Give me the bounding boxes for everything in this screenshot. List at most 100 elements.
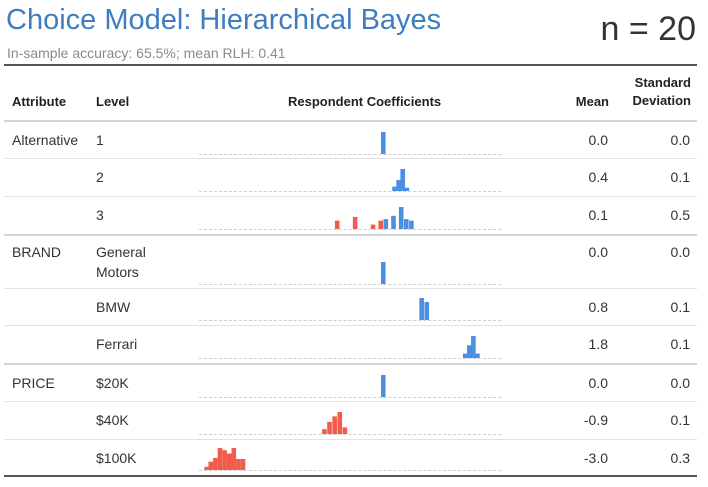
histogram-bar (208, 461, 214, 470)
coefficient-histogram (462, 336, 480, 358)
histogram-bar (392, 186, 397, 191)
attribute-label: PRICE (12, 375, 55, 391)
histogram-bar (424, 301, 430, 320)
histogram-bar (400, 169, 406, 191)
table-row: 2 0.4 0.1 (4, 158, 697, 197)
histogram-bar (475, 353, 480, 358)
histogram-bar (383, 219, 389, 229)
histogram-bar (404, 219, 409, 229)
histogram-baseline (199, 154, 501, 155)
header-mean: Mean (575, 94, 609, 109)
histogram-bar (380, 132, 386, 154)
histogram-bar (380, 262, 386, 284)
level-label: General Motors (96, 244, 146, 280)
histogram-bar (236, 459, 241, 470)
histogram-bar (462, 353, 468, 358)
level-label: $20K (96, 375, 129, 391)
mean-value: 0.0 (588, 244, 608, 260)
top-rule (4, 64, 697, 66)
histogram-bar (337, 412, 343, 434)
coefficient-histogram (380, 262, 386, 284)
histogram-baseline (199, 434, 501, 435)
table-row: Alternative 1 0.0 0.0 (4, 120, 697, 160)
header-coefficients: Respondent Coefficients (288, 94, 442, 109)
histogram-baseline (199, 229, 501, 230)
table-row: Ferrari 1.8 0.1 (4, 325, 697, 364)
coefficient-histogram (334, 207, 414, 229)
level-label: $40K (96, 412, 129, 428)
table-row: 3 0.1 0.5 (4, 196, 697, 235)
sample-size: n = 20 (600, 10, 696, 48)
histogram-bar (213, 457, 218, 470)
mean-value: -0.9 (583, 412, 608, 428)
mean-value: 0.4 (588, 169, 608, 185)
header-attribute: Attribute (12, 94, 67, 109)
coefficient-histogram (380, 132, 386, 154)
histogram-baseline (199, 397, 501, 398)
level-label: 2 (96, 169, 104, 185)
histogram-bar (370, 224, 376, 229)
sd-value: 0.1 (670, 169, 690, 185)
histogram-bar (471, 336, 476, 358)
histogram-bar (398, 207, 404, 229)
histogram-bar (226, 453, 232, 470)
histogram-bar (217, 448, 223, 470)
level-label: Ferrari (96, 336, 138, 352)
sd-value: 0.1 (670, 412, 690, 428)
histogram-bar (378, 220, 384, 229)
level-label: 3 (96, 207, 104, 223)
histogram-baseline (199, 358, 501, 359)
coefficient-histogram (392, 169, 410, 191)
mean-value: 0.0 (588, 375, 608, 391)
histogram-bar (332, 416, 337, 434)
table-row: $40K -0.9 0.1 (4, 401, 697, 440)
sd-value: 0.0 (670, 132, 690, 148)
histogram-baseline (199, 320, 501, 321)
sd-value: 0.0 (670, 375, 690, 391)
sd-value: 0.5 (670, 207, 690, 223)
mean-value: 1.8 (588, 336, 608, 352)
table-row: $100K -3.0 0.3 (4, 439, 697, 476)
sd-value: 0.0 (670, 244, 690, 260)
header-std-dev: Standard Deviation (632, 74, 691, 110)
coefficient-histogram (419, 298, 430, 320)
histogram-bar (222, 450, 227, 470)
table-row: BRAND General Motors 0.0 0.0 (4, 234, 697, 290)
histogram-bar (404, 187, 410, 191)
level-label: BMW (96, 299, 131, 315)
mean-value: 0.0 (588, 132, 608, 148)
histogram-bar (342, 427, 348, 434)
chart-subtitle: In-sample accuracy: 65.5%; mean RLH: 0.4… (7, 45, 286, 61)
chart-title: Choice Model: Hierarchical Bayes (6, 4, 442, 36)
sd-value: 0.1 (670, 336, 690, 352)
histogram-bar (391, 215, 396, 229)
mean-value: -3.0 (583, 450, 608, 466)
histogram-bar (409, 220, 414, 229)
histogram-baseline (199, 191, 501, 192)
level-label: $100K (96, 450, 137, 466)
attribute-label: BRAND (12, 244, 62, 260)
mean-value: 0.8 (588, 299, 608, 315)
attribute-label: Alternative (12, 132, 79, 148)
table-row: PRICE $20K 0.0 0.0 (4, 363, 697, 403)
histogram-bar (419, 298, 424, 320)
histogram-bar (380, 375, 386, 397)
header-level: Level (96, 94, 130, 109)
header-std-dev-line2: Deviation (632, 93, 691, 108)
histogram-bar (334, 220, 340, 229)
mean-value: 0.1 (588, 207, 608, 223)
sd-value: 0.3 (670, 450, 690, 466)
table-row: BMW 0.8 0.1 (4, 288, 697, 326)
sd-value: 0.1 (670, 299, 690, 315)
histogram-bar (396, 180, 401, 191)
level-label: 1 (96, 132, 104, 148)
histogram-bar (204, 466, 209, 470)
histogram-bar (231, 448, 237, 470)
bottom-rule (4, 475, 697, 477)
histogram-bar (322, 429, 327, 434)
header-std-dev-line1: Standard (634, 75, 691, 90)
histogram-bar (352, 216, 358, 229)
histogram-baseline (199, 284, 501, 285)
histogram-bar (327, 421, 332, 434)
histogram-bar (466, 345, 472, 358)
